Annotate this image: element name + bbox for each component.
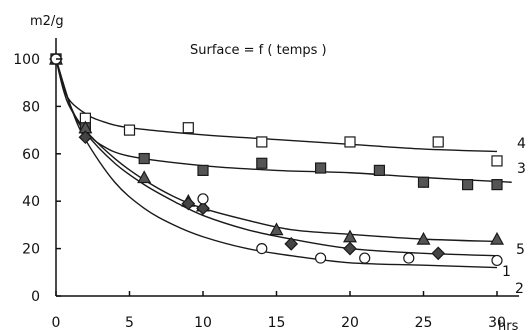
marker-series-2 <box>404 253 414 263</box>
marker-series-2 <box>360 253 370 263</box>
fit-curve-4 <box>56 59 497 151</box>
marker-series-2 <box>316 253 326 263</box>
marker-series-5 <box>491 233 503 244</box>
marker-series-5 <box>344 231 356 242</box>
x-tick-label: 20 <box>341 315 359 330</box>
chart-title: Surface = f ( temps ) <box>190 43 327 58</box>
marker-series-3 <box>257 158 267 168</box>
x-tick-label: 0 <box>52 315 61 330</box>
marker-series-2 <box>492 255 502 265</box>
marker-series-3 <box>316 163 326 173</box>
marker-series-1 <box>344 243 356 255</box>
fit-curve-5 <box>56 59 497 241</box>
y-tick-label: 0 <box>31 289 40 305</box>
marker-series-5 <box>271 224 283 235</box>
marker-series-2 <box>257 244 267 254</box>
series-label-5: 5 <box>516 242 525 258</box>
series-labels: 4 3 512 <box>502 136 526 297</box>
marker-series-4 <box>492 156 502 166</box>
marker-series-4 <box>183 123 193 133</box>
series-label-3: 3 <box>517 161 526 177</box>
series-label-4: 4 <box>517 136 526 152</box>
y-tick-label: 20 <box>22 242 40 258</box>
data-markers <box>50 53 503 265</box>
marker-series-1 <box>432 247 444 259</box>
y-tick-label: 80 <box>22 99 40 115</box>
y-axis-label: m2/g <box>30 14 64 29</box>
y-tick-label: 100 <box>13 52 40 68</box>
marker-series-4 <box>433 137 443 147</box>
marker-series-3 <box>198 165 208 175</box>
marker-series-4 <box>345 137 355 147</box>
y-tick-label: 60 <box>22 147 40 163</box>
series-label-1: 1 <box>502 264 511 280</box>
marker-series-3 <box>463 180 473 190</box>
y-tick-label: 40 <box>22 194 40 210</box>
marker-series-3 <box>374 165 384 175</box>
x-tick-label: 25 <box>415 315 433 330</box>
x-axis-label: hrs <box>498 319 519 330</box>
series-label-2: 2 <box>515 281 524 297</box>
x-tick-label: 15 <box>268 315 286 330</box>
marker-series-3 <box>139 154 149 164</box>
fit-curves <box>56 59 512 268</box>
marker-series-3 <box>419 177 429 187</box>
marker-series-4 <box>125 125 135 135</box>
fit-curve-3 <box>56 59 512 182</box>
x-tick-label: 10 <box>194 315 212 330</box>
marker-series-1 <box>182 198 194 210</box>
marker-series-4 <box>257 137 267 147</box>
marker-series-2 <box>198 194 208 204</box>
x-tick-label: 5 <box>125 315 134 330</box>
marker-series-3 <box>492 180 502 190</box>
